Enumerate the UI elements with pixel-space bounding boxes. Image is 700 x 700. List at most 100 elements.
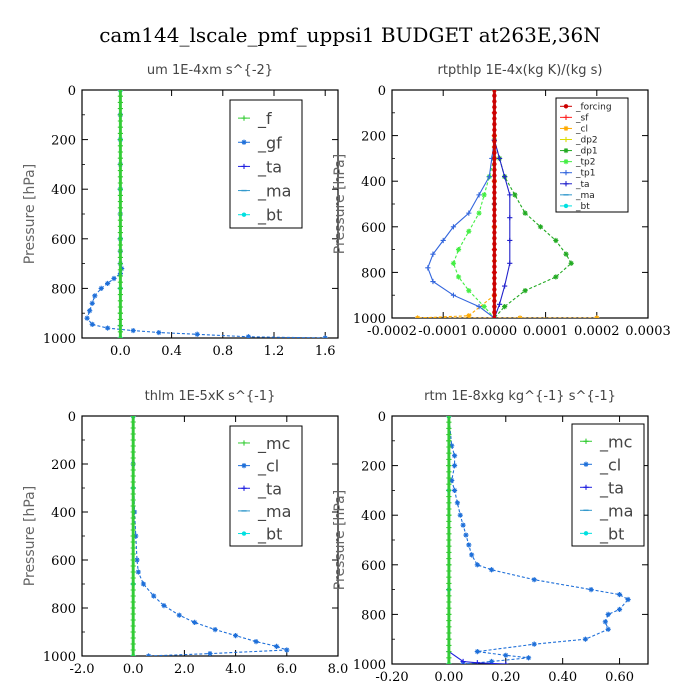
- data-point: [553, 274, 559, 280]
- zero-line-marker: [130, 569, 136, 575]
- zero-line-marker: [492, 315, 497, 318]
- zero-line-marker: [446, 531, 452, 537]
- data-point: [481, 192, 487, 198]
- legend-box: [571, 423, 645, 547]
- data-point: [503, 652, 509, 658]
- data-point: [594, 315, 600, 318]
- data-point: [531, 577, 537, 583]
- data-point: [466, 228, 472, 234]
- chart-panel-2: rtpthlp 1E-4x(kg K)/(kg s) Pressure [hPa]…: [332, 63, 671, 339]
- zero-line-marker: [446, 438, 452, 444]
- y-tick-label: 800: [51, 602, 76, 617]
- data-point: [616, 591, 623, 598]
- zero-line-marker: [446, 506, 452, 512]
- zero-line-marker: [446, 618, 452, 624]
- zero-line-marker: [117, 205, 123, 211]
- zero-line-marker: [492, 287, 497, 292]
- zero-line-marker: [446, 456, 452, 462]
- zero-line-marker: [492, 258, 497, 264]
- legend-label: _dp1: [575, 147, 598, 157]
- y-tick-label: 0: [68, 84, 76, 99]
- legend-label: _ma: [575, 191, 595, 201]
- zero-line-marker: [446, 487, 452, 493]
- zero-line-marker: [130, 425, 136, 431]
- x-tick-label: -0.0002: [367, 324, 417, 339]
- zero-line-marker: [117, 335, 123, 338]
- zero-line-marker: [492, 236, 497, 241]
- legend-label: _dp2: [575, 136, 598, 146]
- zero-line-marker: [117, 124, 123, 130]
- legend-label: _ma: [257, 182, 291, 202]
- zero-line-marker: [130, 611, 136, 617]
- y-axis-label: Pressure [hPa]: [332, 490, 348, 590]
- data-point: [496, 301, 503, 307]
- data-point: [207, 651, 213, 656]
- data-point: [537, 224, 544, 230]
- zero-line-marker: [446, 537, 452, 543]
- zero-line-marker: [130, 443, 136, 449]
- legend: _mc _cl _ta _ma _bt: [571, 423, 645, 547]
- legend-label: _mc: [599, 432, 632, 452]
- zero-line-marker: [117, 192, 123, 198]
- legend-label: _sf: [575, 113, 589, 123]
- zero-line-marker: [117, 298, 123, 304]
- panel-title: thlm 1E-5xK s^{-1}: [145, 389, 276, 404]
- data-point: [145, 653, 152, 656]
- zero-line-marker: [117, 118, 123, 124]
- zero-line-marker: [492, 281, 497, 286]
- zero-line-marker: [446, 642, 452, 648]
- zero-line-marker: [446, 655, 452, 661]
- legend-label: _tp1: [575, 169, 595, 179]
- x-tick-label: 0.60: [605, 670, 634, 685]
- data-point: [105, 280, 111, 287]
- data-point: [245, 334, 251, 338]
- zero-line-marker: [130, 473, 136, 479]
- x-tick-label: 0.0001: [523, 324, 569, 339]
- data-point: [522, 288, 528, 294]
- zero-line-marker: [492, 139, 497, 144]
- zero-line-marker: [130, 431, 136, 437]
- zero-line-marker: [117, 273, 123, 279]
- zero-line-marker: [492, 293, 497, 298]
- zero-line-marker: [492, 116, 497, 121]
- data-point: [476, 210, 482, 216]
- zero-line-marker: [117, 143, 123, 149]
- zero-line-marker: [492, 110, 497, 116]
- x-tick-label: 0.8: [212, 344, 233, 359]
- zero-line-marker: [446, 450, 452, 456]
- data-point: [481, 304, 487, 310]
- data-point: [89, 300, 95, 306]
- x-tick-label: 1.6: [315, 344, 336, 359]
- zero-line-marker: [130, 485, 136, 491]
- zero-line-marker: [130, 503, 136, 509]
- zero-line-marker: [446, 593, 452, 599]
- data-point: [522, 210, 528, 216]
- data-point: [455, 247, 462, 253]
- zero-line-marker: [130, 575, 136, 581]
- panel-title: um 1E-4xm s^{-2}: [147, 63, 273, 78]
- zero-line-marker: [492, 122, 497, 127]
- x-tick-label: 0.20: [491, 670, 520, 685]
- data-point: [474, 562, 480, 568]
- y-tick-label: 1000: [43, 332, 76, 347]
- series-line-cl: [132, 416, 287, 656]
- data-point: [233, 633, 239, 639]
- legend-label: _bt: [257, 206, 282, 226]
- zero-line-marker: [492, 241, 497, 247]
- data-point: [517, 315, 523, 318]
- y-tick-label: 1000: [353, 312, 386, 327]
- zero-line-marker: [446, 574, 452, 580]
- x-tick-label: 0.0002: [574, 324, 620, 339]
- data-point: [449, 443, 455, 449]
- zero-line-marker: [446, 611, 452, 617]
- data-point: [105, 325, 111, 331]
- y-tick-label: 200: [361, 130, 386, 145]
- data-point: [488, 567, 495, 573]
- legend-marker: [563, 114, 569, 120]
- zero-line-marker: [117, 93, 123, 99]
- data-point: [588, 587, 594, 593]
- zero-line-marker: [492, 213, 497, 218]
- legend-marker: [583, 438, 589, 444]
- figure-title: cam144_lscale_pmf_uppsi1 BUDGET at263E,3…: [99, 23, 601, 47]
- zero-line-marker: [446, 525, 452, 531]
